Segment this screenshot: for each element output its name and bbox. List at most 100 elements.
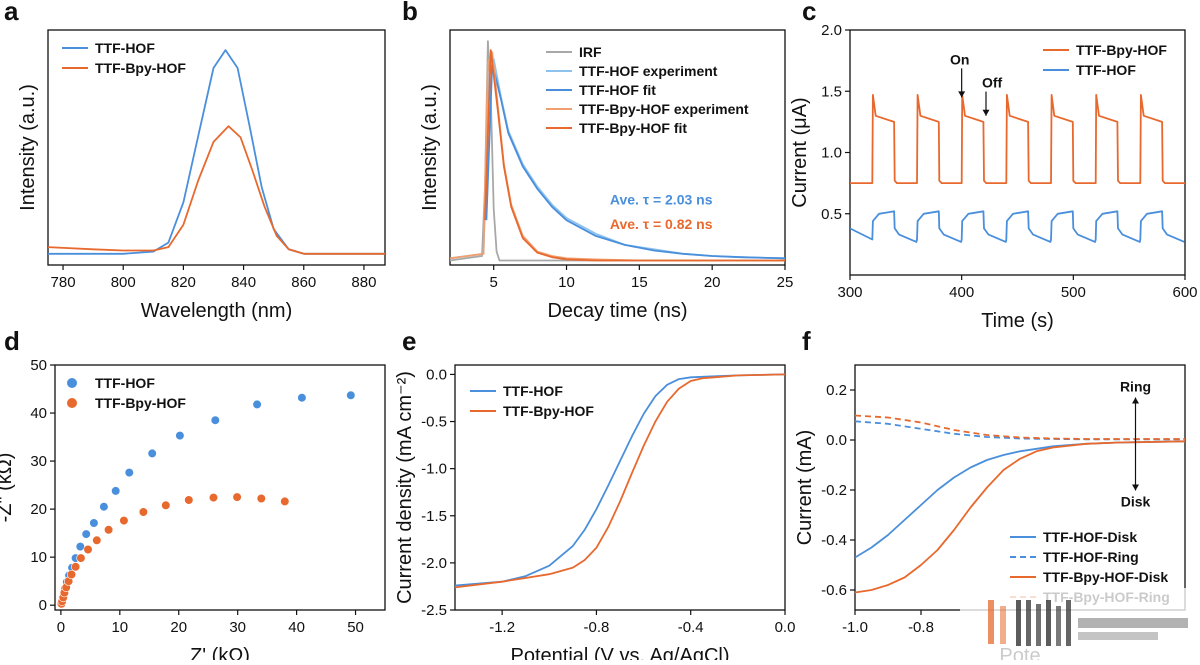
plot-frame xyxy=(54,364,386,611)
annotation-arrowhead xyxy=(982,109,990,116)
legend-label: TTF-Bpy-HOF xyxy=(95,395,186,411)
series-line xyxy=(48,125,385,255)
chart-panel-c: 300 400 500 600 0.5 1.0 1.5 2.0 Time (s) Current … xyxy=(789,0,1198,332)
chart-panel-d: 0 10 20 30 40 50 0 10 20 30 40 50 Z' (kΩ) -Z" (kΩ) d TT… xyxy=(0,326,386,660)
data-point xyxy=(89,518,99,528)
data-point xyxy=(99,502,109,512)
y-tick-label: -2.5 xyxy=(421,602,447,619)
series-line xyxy=(855,440,1185,594)
y-axis-label: Current density (mA cm⁻²) xyxy=(394,371,416,604)
y-tick-label: -0.6 xyxy=(821,582,847,599)
data-point xyxy=(92,535,102,545)
legend-label: TTF-HOF fit xyxy=(579,82,656,98)
y-tick-label: 20 xyxy=(30,501,47,518)
data-point xyxy=(76,553,86,563)
data-point xyxy=(175,431,185,441)
data-point xyxy=(232,492,242,502)
data-point xyxy=(124,468,134,478)
annotation-arrowhead xyxy=(1132,484,1139,491)
x-tick-label: -0.4 xyxy=(678,619,704,636)
legend-label: TTF-Bpy-HOF xyxy=(95,60,186,76)
series-line xyxy=(850,94,1185,184)
y-axis-label: Intensity (a.u.) xyxy=(419,84,441,211)
annotation-arrowhead xyxy=(1132,397,1139,404)
y-tick-label: -1.5 xyxy=(421,508,447,525)
data-point xyxy=(184,495,194,505)
x-axis-label: Time (s) xyxy=(981,310,1054,332)
series-line xyxy=(48,49,385,255)
x-tick-label: 780 xyxy=(51,274,76,291)
y-axis-label: Current (μA) xyxy=(789,97,811,207)
legend-label: TTF-HOF-Ring xyxy=(1043,549,1139,565)
y-tick-label: 10 xyxy=(30,549,47,566)
legend-label: TTF-Bpy-HOF-Disk xyxy=(1043,569,1168,585)
series-line xyxy=(455,373,785,589)
x-tick-label: -1.2 xyxy=(489,619,515,636)
data-point xyxy=(81,529,91,539)
data-point xyxy=(161,500,171,510)
x-tick-label: 50 xyxy=(347,619,364,636)
series-line xyxy=(485,62,785,260)
x-tick-label: 600 xyxy=(1172,284,1197,301)
x-tick-label: -1.0 xyxy=(842,619,868,636)
data-point xyxy=(280,496,290,507)
legend-label: TTF-HOF xyxy=(1076,62,1136,78)
x-tick-label: 300 xyxy=(837,284,862,301)
legend-label: TTF-HOF xyxy=(95,40,155,56)
x-tick-label: 10 xyxy=(111,619,128,636)
legend-label: TTF-HOF experiment xyxy=(579,63,718,79)
y-tick-label: 0 xyxy=(39,597,47,614)
legend-marker xyxy=(67,398,77,408)
plot-frame xyxy=(47,29,386,266)
ring-disk-annotation: Ring xyxy=(1120,379,1151,395)
y-tick-label: 0.5 xyxy=(821,206,842,223)
x-axis-label: Wavelength (nm) xyxy=(141,300,293,322)
data-point xyxy=(83,544,93,555)
y-tick-label: -2.0 xyxy=(421,555,447,572)
y-tick-label: 2.0 xyxy=(821,22,842,39)
x-tick-label: 20 xyxy=(704,274,721,291)
ring-disk-annotation: Disk xyxy=(1121,494,1151,510)
series-line xyxy=(484,49,785,262)
y-tick-label: 0.0 xyxy=(826,432,847,449)
x-tick-label: 15 xyxy=(631,274,648,291)
legend-label: IRF xyxy=(579,44,602,60)
legend-label: TTF-Bpy-HOF fit xyxy=(579,120,687,136)
switch-annotation: Off xyxy=(982,75,1003,91)
y-tick-label: 40 xyxy=(30,405,47,422)
x-tick-label: 880 xyxy=(351,274,376,291)
x-tick-label: -0.8 xyxy=(908,619,934,636)
data-point xyxy=(111,486,121,496)
y-tick-label: 0.0 xyxy=(426,366,447,383)
panel-letter: f xyxy=(802,326,811,356)
legend-marker xyxy=(67,378,77,388)
y-tick-label: -0.5 xyxy=(421,414,447,431)
plot-frame xyxy=(449,29,786,266)
data-point xyxy=(252,399,262,410)
lifetime-annotation: Ave. τ = 0.82 ns xyxy=(610,216,713,232)
panel-letter: c xyxy=(802,0,816,26)
data-point xyxy=(119,515,129,526)
x-tick-label: 500 xyxy=(1061,284,1086,301)
legend-label: TTF-Bpy-HOF xyxy=(503,403,594,419)
x-tick-label: 5 xyxy=(490,274,498,291)
panel-letter: b xyxy=(402,0,418,26)
y-tick-label: -0.4 xyxy=(821,532,847,549)
data-point xyxy=(66,569,77,580)
legend-label: TTF-Bpy-HOF xyxy=(1076,42,1167,58)
x-tick-label: 820 xyxy=(171,274,196,291)
data-point xyxy=(346,390,356,400)
switch-annotation: On xyxy=(950,51,969,67)
y-tick-label: 1.0 xyxy=(821,145,842,162)
data-point xyxy=(256,493,266,504)
y-tick-label: 50 xyxy=(30,357,47,374)
chart-panel-b: 5 10 15 20 25 Decay time (ns) Intensity (a.u.)… xyxy=(402,0,793,322)
data-point xyxy=(103,525,114,535)
x-tick-label: 40 xyxy=(288,619,305,636)
x-tick-label: 20 xyxy=(170,619,187,636)
chart-panel-a: 780 800 820 840 860 880 Wavelength (nm) Intensi… xyxy=(4,0,386,322)
y-tick-label: 0.2 xyxy=(826,382,847,399)
y-axis-label: -Z" (kΩ) xyxy=(0,453,16,523)
x-tick-label: 0.0 xyxy=(775,619,796,636)
